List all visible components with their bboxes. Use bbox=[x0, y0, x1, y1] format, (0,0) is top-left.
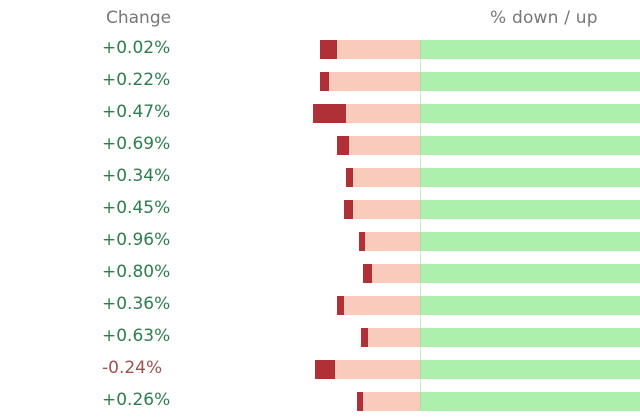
down-marker bbox=[344, 200, 353, 219]
change-value: +0.36% bbox=[102, 294, 171, 314]
table-row: +0.80% bbox=[0, 256, 640, 288]
change-value: +0.47% bbox=[102, 102, 171, 122]
up-bar bbox=[420, 232, 640, 251]
change-value: +0.80% bbox=[102, 262, 171, 282]
table-row: +0.96% bbox=[0, 224, 640, 256]
change-value: +0.22% bbox=[102, 70, 171, 90]
down-bar bbox=[320, 40, 420, 59]
change-value: +0.63% bbox=[102, 326, 171, 346]
down-bar bbox=[361, 328, 420, 347]
down-bar bbox=[320, 72, 420, 91]
down-bar bbox=[357, 392, 420, 411]
down-marker bbox=[337, 136, 349, 155]
up-bar bbox=[420, 136, 640, 155]
change-value: -0.24% bbox=[102, 358, 163, 378]
header-down-up: % down / up bbox=[490, 8, 598, 28]
change-value: +0.34% bbox=[102, 166, 171, 186]
down-marker bbox=[346, 168, 353, 187]
change-value: +0.02% bbox=[102, 38, 171, 58]
up-bar bbox=[420, 104, 640, 123]
header-change: Change bbox=[106, 8, 172, 28]
up-bar bbox=[420, 72, 640, 91]
down-marker bbox=[359, 232, 365, 251]
down-bar bbox=[346, 168, 420, 187]
table-row: +0.36% bbox=[0, 288, 640, 320]
up-bar bbox=[420, 328, 640, 347]
table-row: +0.34% bbox=[0, 160, 640, 192]
up-bar bbox=[420, 392, 640, 411]
down-marker bbox=[320, 40, 337, 59]
down-marker bbox=[357, 392, 363, 411]
down-marker bbox=[363, 264, 372, 283]
change-value: +0.26% bbox=[102, 390, 171, 410]
down-bar bbox=[337, 136, 420, 155]
table-row: +0.45% bbox=[0, 192, 640, 224]
down-marker bbox=[315, 360, 335, 379]
table-row: -0.24% bbox=[0, 352, 640, 384]
up-bar bbox=[420, 360, 640, 379]
table-row: +0.02% bbox=[0, 32, 640, 64]
up-bar bbox=[420, 296, 640, 315]
center-divider bbox=[420, 40, 421, 410]
up-bar bbox=[420, 264, 640, 283]
down-marker bbox=[313, 104, 346, 123]
down-bar bbox=[363, 264, 420, 283]
down-bar bbox=[315, 360, 420, 379]
change-rows: +0.02% +0.22% +0.47% +0.69% +0.34% +0.45% +0.9… bbox=[0, 32, 640, 416]
change-value: +0.69% bbox=[102, 134, 171, 154]
change-value: +0.96% bbox=[102, 230, 171, 250]
up-bar bbox=[420, 40, 640, 59]
table-row: +0.47% bbox=[0, 96, 640, 128]
down-marker bbox=[320, 72, 329, 91]
table-row: +0.26% bbox=[0, 384, 640, 416]
down-marker bbox=[337, 296, 344, 315]
down-marker bbox=[361, 328, 368, 347]
table-row: +0.22% bbox=[0, 64, 640, 96]
table-row: +0.69% bbox=[0, 128, 640, 160]
up-bar bbox=[420, 200, 640, 219]
up-bar bbox=[420, 168, 640, 187]
down-bar bbox=[359, 232, 420, 251]
down-bar bbox=[344, 200, 420, 219]
table-row: +0.63% bbox=[0, 320, 640, 352]
change-value: +0.45% bbox=[102, 198, 171, 218]
down-bar bbox=[337, 296, 420, 315]
